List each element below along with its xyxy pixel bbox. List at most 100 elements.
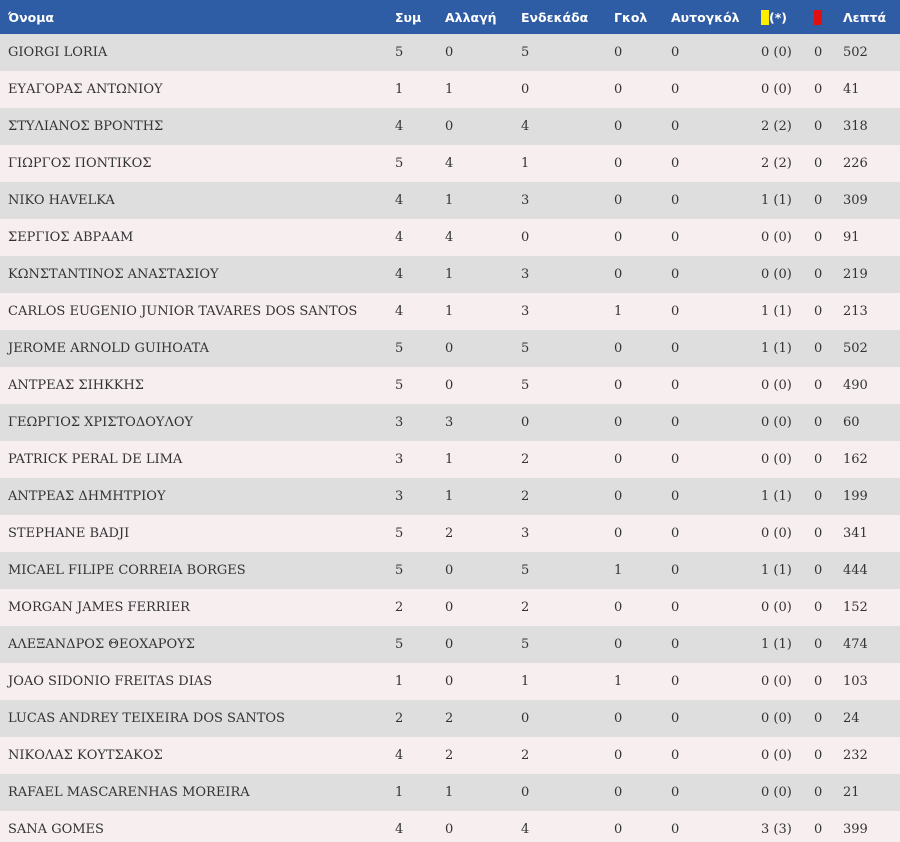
goals-cell: 0 [614,82,623,97]
starts-cell: 5 [521,378,530,393]
table-row: RAFAEL MASCARENHAS MOREIRA 1 1 0 0 0 0 (0) 0 21 [0,774,900,811]
column-header-name[interactable]: Όνομα [8,9,55,25]
minutes-cell: 226 [843,156,868,171]
subs-cell: 0 [445,119,454,134]
apps-cell: 4 [395,748,404,763]
yellow-cards-cell: 0 (0) [761,526,792,541]
column-header-apps[interactable]: Συμ [395,9,422,25]
table-row: ΚΩΝΣΤΑΝΤΙΝΟΣ ΑΝΑΣΤΑΣΙΟΥ 4 1 3 0 0 0 (0) 0 219 [0,256,900,293]
subs-cell: 1 [445,489,454,504]
table-row: JOAO SIDONIO FREITAS DIAS 1 0 1 1 0 0 (0) 0 103 [0,663,900,700]
goals-cell: 1 [614,674,623,689]
own-goals-cell: 0 [671,822,680,837]
own-goals-cell: 0 [671,600,680,615]
player-name-cell[interactable]: MORGAN JAMES FERRIER [8,600,190,615]
player-name-cell[interactable]: ΓΕΩΡΓΙΟΣ ΧΡΙΣΤΟΔΟΥΛΟΥ [8,415,194,430]
player-name-cell[interactable]: NIKO HAVELKA [8,193,115,208]
goals-cell: 0 [614,415,623,430]
apps-cell: 5 [395,45,404,60]
apps-cell: 2 [395,600,404,615]
starts-cell: 4 [521,822,530,837]
subs-cell: 1 [445,304,454,319]
subs-cell: 2 [445,711,454,726]
player-name-cell[interactable]: ΑΛΕΞΑΝΔΡΟΣ ΘΕΟΧΑΡΟΥΣ [8,637,195,652]
subs-cell: 0 [445,563,454,578]
own-goals-cell: 0 [671,785,680,800]
yellow-cards-cell: 0 (0) [761,267,792,282]
player-name-cell[interactable]: GIORGI LORIA [8,45,108,60]
yellow-cards-cell: 2 (2) [761,119,792,134]
column-header-goals[interactable]: Γκολ [614,9,648,25]
yellow-cards-cell: 0 (0) [761,600,792,615]
apps-cell: 4 [395,267,404,282]
column-header-yellow-cards[interactable]: (*) [753,0,806,34]
apps-cell: 3 [395,489,404,504]
goals-cell: 0 [614,341,623,356]
subs-cell: 1 [445,785,454,800]
player-name-cell[interactable]: JEROME ARNOLD GUIHOATA [8,341,209,356]
minutes-cell: 309 [843,193,868,208]
player-name-cell[interactable]: ΓΙΩΡΓΟΣ ΠΟΝΤΙΚΟΣ [8,156,152,171]
red-cards-cell: 0 [814,711,823,726]
apps-cell: 5 [395,637,404,652]
goals-cell: 1 [614,304,623,319]
subs-cell: 0 [445,378,454,393]
player-name-cell[interactable]: ΑΝΤΡΕΑΣ ΣΙΗΚΚΗΣ [8,378,144,393]
table-row: NIKO HAVELKA 4 1 3 0 0 1 (1) 0 309 [0,182,900,219]
subs-cell: 3 [445,415,454,430]
red-cards-cell: 0 [814,600,823,615]
subs-cell: 0 [445,45,454,60]
player-name-cell[interactable]: ΣΤΥΛΙΑΝΟΣ ΒΡΟΝΤΗΣ [8,119,164,134]
starts-cell: 5 [521,563,530,578]
minutes-cell: 474 [843,637,868,652]
own-goals-cell: 0 [671,193,680,208]
table-row: ΓΙΩΡΓΟΣ ΠΟΝΤΙΚΟΣ 5 4 1 0 0 2 (2) 0 226 [0,145,900,182]
apps-cell: 4 [395,304,404,319]
player-name-cell[interactable]: ΚΩΝΣΤΑΝΤΙΝΟΣ ΑΝΑΣΤΑΣΙΟΥ [8,267,219,282]
minutes-cell: 444 [843,563,868,578]
yellow-cards-suffix: (*) [769,9,787,25]
table-header-row: Όνομα Συμ Αλλαγή Ενδεκάδα Γκολ Αυτογκόλ … [0,0,900,34]
player-name-cell[interactable]: ΣΕΡΓΙΟΣ ΑΒΡΑΑΜ [8,230,134,245]
player-name-cell[interactable]: CARLOS EUGENIO JUNIOR TAVARES DOS SANTOS [8,304,358,319]
player-name-cell[interactable]: STEPHANE BADJI [8,526,130,541]
starts-cell: 2 [521,489,530,504]
starts-cell: 3 [521,193,530,208]
goals-cell: 0 [614,156,623,171]
subs-cell: 0 [445,637,454,652]
column-header-subs[interactable]: Αλλαγή [445,9,497,25]
column-header-red-cards[interactable] [806,0,835,34]
yellow-cards-cell: 1 (1) [761,193,792,208]
player-name-cell[interactable]: ΑΝΤΡΕΑΣ ΔΗΜΗΤΡΙΟΥ [8,489,166,504]
yellow-cards-cell: 3 (3) [761,822,792,837]
starts-cell: 5 [521,341,530,356]
red-cards-cell: 0 [814,526,823,541]
column-header-own-goals[interactable]: Αυτογκόλ [671,9,740,25]
yellow-cards-cell: 1 (1) [761,341,792,356]
player-name-cell[interactable]: RAFAEL MASCARENHAS MOREIRA [8,785,250,800]
starts-cell: 5 [521,637,530,652]
starts-cell: 4 [521,119,530,134]
player-name-cell[interactable]: PATRICK PERAL DE LIMA [8,452,183,467]
minutes-cell: 162 [843,452,868,467]
player-name-cell[interactable]: MICAEL FILIPE CORREIA BORGES [8,563,246,578]
red-cards-cell: 0 [814,563,823,578]
subs-cell: 0 [445,822,454,837]
player-name-cell[interactable]: JOAO SIDONIO FREITAS DIAS [8,674,213,689]
column-header-minutes[interactable]: Λεπτά [843,9,887,25]
player-name-cell[interactable]: ΕΥΑΓΟΡΑΣ ΑΝΤΩΝΙΟΥ [8,82,163,97]
subs-cell: 0 [445,600,454,615]
goals-cell: 1 [614,563,623,578]
starts-cell: 0 [521,785,530,800]
starts-cell: 2 [521,600,530,615]
table-row: ΕΥΑΓΟΡΑΣ ΑΝΤΩΝΙΟΥ 1 1 0 0 0 0 (0) 0 41 [0,71,900,108]
player-name-cell[interactable]: SANA GOMES [8,822,104,837]
apps-cell: 1 [395,82,404,97]
player-name-cell[interactable]: LUCAS ANDREY TEIXEIRA DOS SANTOS [8,711,285,726]
column-header-starts[interactable]: Ενδεκάδα [521,9,589,25]
minutes-cell: 213 [843,304,868,319]
apps-cell: 1 [395,674,404,689]
player-name-cell[interactable]: ΝΙΚΟΛΑΣ ΚΟΥΤΣΑΚΟΣ [8,748,163,763]
yellow-cards-cell: 0 (0) [761,785,792,800]
goals-cell: 0 [614,526,623,541]
